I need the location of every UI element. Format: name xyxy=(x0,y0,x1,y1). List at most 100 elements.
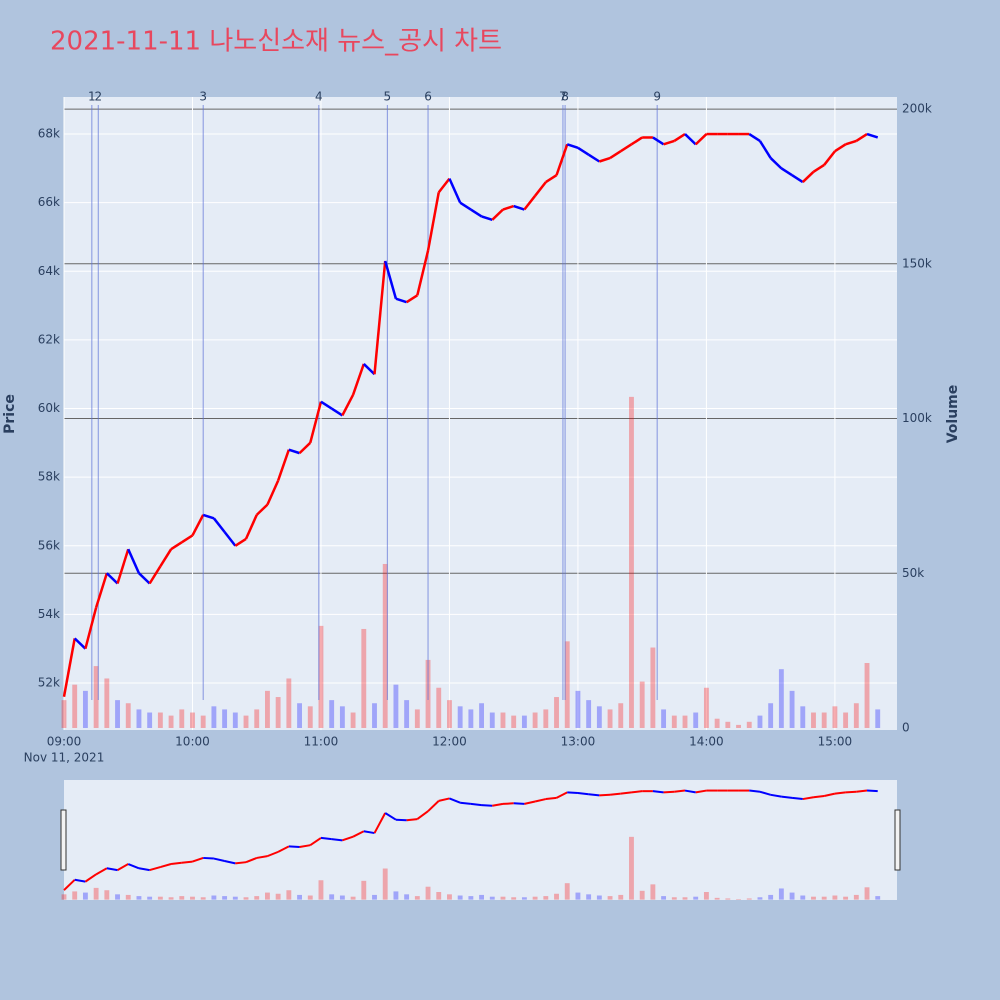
nav-volume-bar xyxy=(511,897,517,900)
volume-bar xyxy=(489,712,495,728)
news-marker-label: 2 xyxy=(94,90,102,104)
nav-price-segment xyxy=(791,796,803,801)
price-segment xyxy=(566,143,579,149)
y-tick-label: 52k xyxy=(38,675,60,689)
nav-volume-bar xyxy=(72,891,78,900)
price-segment xyxy=(148,565,162,585)
nav-price-segment xyxy=(395,818,407,822)
nav-price-segment xyxy=(342,835,354,842)
x-tick-label: 10:00 xyxy=(175,735,210,749)
volume-bar xyxy=(821,712,827,728)
price-segment xyxy=(663,139,675,146)
nav-volume-bar xyxy=(586,894,592,900)
x-tick-label: 14:00 xyxy=(689,735,724,749)
price-segment xyxy=(855,133,868,142)
nav-price-segment xyxy=(524,800,536,805)
nav-volume-bar xyxy=(82,892,88,900)
price-segment xyxy=(758,140,772,159)
price-segment xyxy=(845,139,857,146)
news-marker-label: 7 xyxy=(559,90,567,104)
nav-price-segment xyxy=(427,800,440,812)
nav-price-segment xyxy=(834,791,846,795)
y2-tick-label: 100k xyxy=(902,411,932,425)
nav-volume-bar xyxy=(372,894,377,900)
nav-price-segment xyxy=(245,857,258,864)
nav-price-segment xyxy=(545,796,557,801)
nav-price-segment xyxy=(556,791,568,799)
nav-volume-bar xyxy=(350,896,356,900)
price-segment xyxy=(405,294,419,304)
nav-price-segment xyxy=(470,802,482,807)
news-marker-label: 1 xyxy=(88,90,96,104)
nav-price-segment xyxy=(363,830,375,835)
nav-price-segment xyxy=(845,790,857,794)
price-segment xyxy=(801,170,815,183)
nav-volume-bar xyxy=(286,890,292,900)
nav-price-segment xyxy=(277,845,290,853)
volume-bar xyxy=(468,709,474,728)
slider-handle[interactable] xyxy=(894,809,901,871)
price-segment xyxy=(351,363,365,396)
volume-bar xyxy=(864,663,870,728)
x-tick-label: 12:00 xyxy=(432,735,467,749)
volume-bar xyxy=(554,697,559,728)
price-segment xyxy=(362,363,376,376)
volume-bar xyxy=(350,712,356,728)
news-marker-label: 3 xyxy=(199,90,207,104)
price-segment xyxy=(223,531,237,547)
price-segment xyxy=(513,204,525,211)
nav-volume-bar xyxy=(179,896,185,900)
price-segment xyxy=(416,250,430,296)
nav-volume-bar xyxy=(168,897,174,900)
y2-tick-label: 150k xyxy=(902,256,932,270)
nav-price-segment xyxy=(138,867,150,872)
volume-bar xyxy=(532,712,538,728)
volume-bar xyxy=(404,700,410,728)
nav-price-segment xyxy=(224,859,236,865)
volume-bar xyxy=(714,718,720,728)
news-marker-label: 8 xyxy=(561,90,569,104)
volume-bar xyxy=(511,715,517,728)
nav-volume-bar xyxy=(575,892,581,900)
nav-volume-bar xyxy=(93,887,99,900)
nav-price-segment xyxy=(866,789,878,793)
price-segment xyxy=(73,637,87,650)
volume-bar xyxy=(243,715,249,728)
nav-volume-bar xyxy=(778,888,784,900)
volume-bar xyxy=(264,690,270,728)
volume-bar xyxy=(853,703,859,728)
price-segment xyxy=(276,449,291,481)
nav-volume-bar xyxy=(447,894,452,900)
slider-handle[interactable] xyxy=(60,809,67,871)
volume-bar xyxy=(147,712,153,728)
nav-volume-bar xyxy=(147,896,153,900)
price-segment xyxy=(298,441,312,455)
volume-bar xyxy=(436,687,442,728)
nav-volume-bar xyxy=(714,897,720,900)
y2-tick-label: 50k xyxy=(902,566,924,580)
nav-price-segment xyxy=(674,789,686,793)
nav-volume-bar xyxy=(821,896,827,900)
price-segment xyxy=(84,607,98,650)
volume-bar xyxy=(682,715,688,728)
price-segment xyxy=(534,181,547,197)
nav-price-segment xyxy=(609,792,621,796)
nav-volume-bar xyxy=(800,895,806,900)
price-segment xyxy=(834,143,847,153)
nav-volume-bar xyxy=(671,897,677,900)
nav-volume-bar xyxy=(404,894,410,900)
price-segment xyxy=(459,201,472,211)
nav-volume-bar xyxy=(393,891,399,900)
nav-price-segment xyxy=(749,789,761,793)
range-slider[interactable] xyxy=(64,780,897,900)
nav-volume-bar xyxy=(543,896,549,900)
nav-volume-bar xyxy=(275,893,281,900)
nav-price-segment xyxy=(823,792,836,797)
price-segment xyxy=(866,132,879,139)
price-segment xyxy=(437,177,451,194)
price-segment xyxy=(255,503,269,516)
nav-volume-bar xyxy=(843,896,849,900)
price-segment xyxy=(191,514,205,537)
y-tick-label: 60k xyxy=(38,401,60,415)
